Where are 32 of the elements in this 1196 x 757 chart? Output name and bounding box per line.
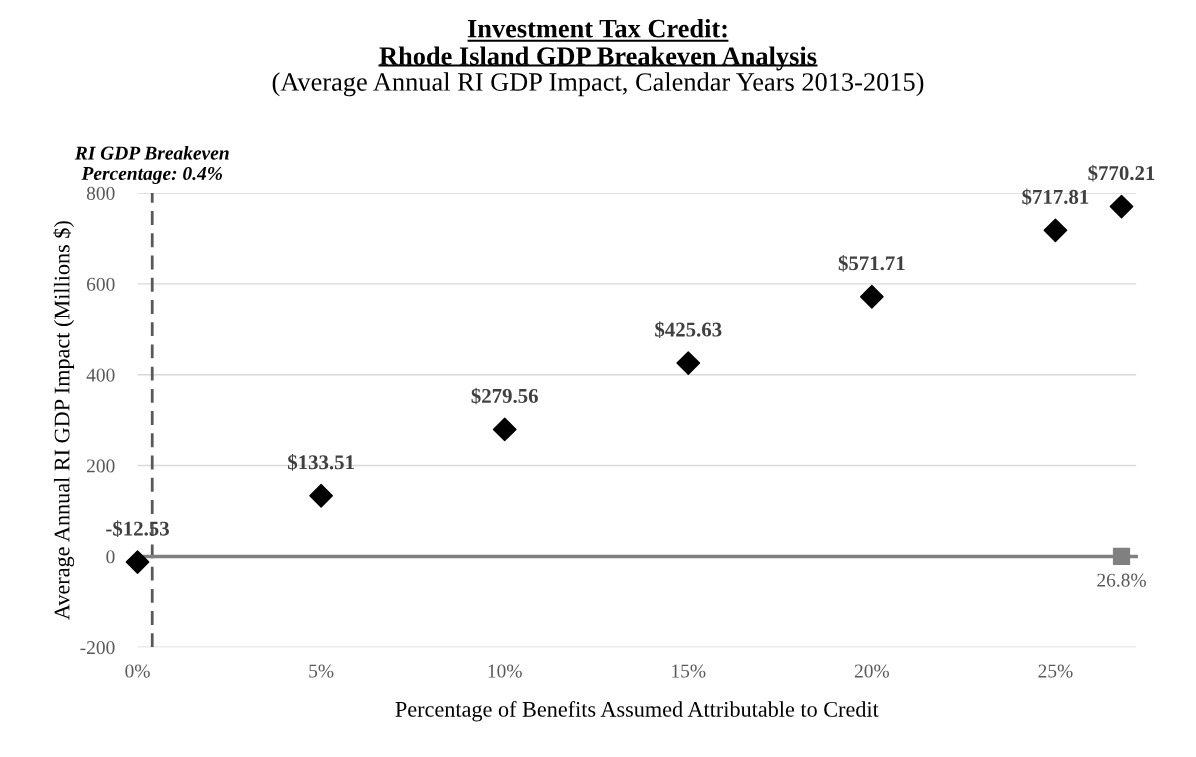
annotation: 26.8% <box>1097 573 1146 587</box>
point <box>676 351 701 375</box>
chart-title: Investment Tax Credit: Rhode Island GDP Breakeven Analysis <box>379 18 817 71</box>
x-tick-label: 25% <box>1038 664 1073 678</box>
x-tick-label: 10% <box>488 664 522 678</box>
x-tick-label: 15% <box>672 664 706 678</box>
point <box>1109 194 1134 219</box>
data-label: $279.56 <box>471 387 538 405</box>
y-tick-label: 400 <box>86 368 115 382</box>
x-axis-title: Percentage of Benefits Assumed Attributable to Credit <box>395 700 879 722</box>
data-label: $717.81 <box>1022 188 1089 206</box>
x-tick-label: 5% <box>309 664 334 678</box>
y-tick-label: 800 <box>86 186 115 200</box>
y-axis-title: Average Annual RI GDP Impact (Millions $) <box>53 221 75 620</box>
data-label: $425.63 <box>655 321 722 338</box>
x-tick-label: 20% <box>854 664 890 678</box>
point <box>1112 547 1131 566</box>
point <box>859 284 884 309</box>
data-label: $133.51 <box>288 454 354 471</box>
y-tick-label: 600 <box>86 277 115 291</box>
point <box>492 417 517 442</box>
data-label: $571.71 <box>838 254 905 272</box>
point <box>125 550 150 574</box>
y-tick-label: 0 <box>106 550 115 564</box>
point <box>1043 218 1068 243</box>
ref-line-label: RI GDP Breakeven Percentage: 0.4% <box>74 145 229 184</box>
x-tick-label: 0% <box>125 664 150 678</box>
chart-subtitle: (Average Annual RI GDP Impact, Calendar Years 2013-2015) <box>272 72 924 97</box>
y-tick-label: -200 <box>80 641 115 655</box>
data-label: $770.21 <box>1088 164 1155 182</box>
y-tick-label: 200 <box>87 459 115 473</box>
point <box>309 483 334 508</box>
